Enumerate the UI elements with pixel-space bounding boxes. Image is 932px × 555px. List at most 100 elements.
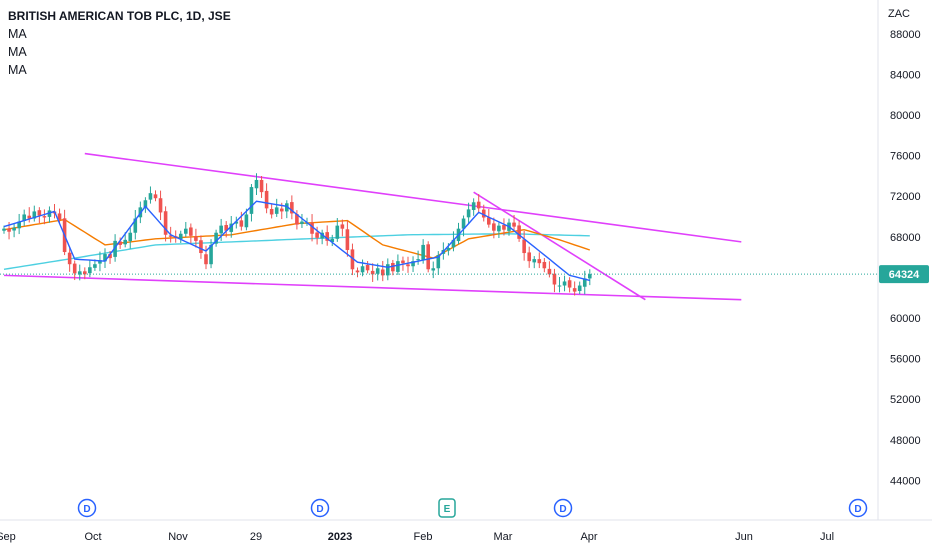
x-tick-label: 29 — [250, 531, 262, 543]
earnings-marker-shape — [438, 498, 456, 518]
trendline — [84, 152, 742, 243]
candle-body — [98, 260, 102, 264]
candle-body — [330, 238, 335, 243]
candle-body — [67, 252, 72, 265]
dividend-marker[interactable]: D — [553, 498, 573, 518]
candle-body — [153, 194, 158, 199]
last-price-label: 64324 — [889, 269, 920, 281]
candle-body — [93, 264, 97, 268]
candle-body — [446, 247, 451, 251]
candle-body — [113, 240, 117, 257]
candle-body — [285, 203, 289, 212]
candle-body — [178, 233, 183, 240]
candle-body — [229, 223, 234, 232]
candle-body — [279, 208, 284, 212]
candle-body — [320, 232, 324, 239]
candle-body — [451, 239, 456, 248]
candle-body — [148, 193, 153, 200]
ma-fast-line — [3, 200, 590, 282]
candle-body — [22, 214, 26, 221]
candle-body — [476, 201, 481, 209]
candle-body — [537, 259, 542, 264]
candle-body — [360, 266, 365, 273]
x-tick-label: Mar — [494, 531, 513, 543]
candle-body — [259, 179, 264, 193]
candle-body — [209, 244, 213, 265]
dividend-marker-shape — [77, 498, 97, 518]
candle-body — [274, 207, 279, 214]
candle-body — [2, 228, 6, 231]
candle-body — [562, 281, 567, 286]
ma-indicator-label[interactable]: MA — [8, 63, 27, 77]
candle-body — [406, 264, 410, 267]
candle-body — [204, 254, 208, 265]
y-tick-label: 76000 — [890, 151, 921, 163]
candle-body — [88, 267, 92, 274]
dividend-marker[interactable]: D — [848, 498, 868, 518]
x-tick-label: Jun — [735, 531, 753, 543]
candle-body — [522, 239, 526, 254]
candle-body — [542, 261, 547, 269]
chart-legend: BRITISH AMERICAN TOB PLC, 1D, JSE MA MA … — [8, 7, 231, 79]
candle-body — [77, 271, 82, 275]
candle-body — [47, 210, 52, 217]
candle-body — [184, 228, 188, 234]
y-tick-label: 84000 — [890, 69, 921, 81]
candle-body — [12, 227, 16, 231]
candle-body — [295, 214, 299, 225]
candle-body — [27, 215, 32, 219]
candle-body — [37, 210, 42, 216]
candle-body — [557, 285, 562, 287]
candle-body — [386, 264, 390, 276]
candle-body — [350, 249, 355, 270]
dividend-marker-label: D — [559, 504, 566, 515]
dividend-marker[interactable]: D — [77, 498, 97, 518]
candle-body — [249, 187, 254, 214]
ma-indicator-label[interactable]: MA — [8, 45, 27, 59]
dividend-marker-label: D — [854, 504, 861, 515]
candle-body — [214, 232, 218, 244]
y-tick-label: 68000 — [890, 232, 921, 244]
candle-body — [219, 225, 223, 234]
candle-body — [461, 218, 466, 229]
candle-body — [264, 190, 269, 209]
dividend-marker[interactable]: D — [310, 498, 330, 518]
candle-body — [466, 209, 471, 218]
candle-body — [567, 280, 572, 288]
candle-body — [340, 224, 345, 229]
earnings-marker-label: E — [444, 504, 451, 515]
candle-body — [118, 241, 122, 245]
y-tick-label: 88000 — [890, 29, 921, 41]
symbol-title[interactable]: BRITISH AMERICAN TOB PLC, 1D, JSE — [8, 9, 231, 23]
candle-body — [375, 268, 380, 274]
candle-body — [315, 232, 319, 238]
y-tick-label: 60000 — [890, 313, 921, 325]
candle-body — [108, 254, 112, 259]
x-tick-label: Oct — [84, 531, 101, 543]
y-tick-label: 56000 — [890, 354, 921, 366]
candle-body — [416, 259, 420, 261]
candle-body — [365, 265, 370, 271]
candle-body — [492, 223, 496, 231]
candle-body — [502, 225, 506, 230]
ma-indicator-label[interactable]: MA — [8, 27, 27, 41]
candle-body — [527, 252, 531, 262]
candle-body — [426, 244, 430, 270]
candle-body — [290, 202, 294, 214]
earnings-marker[interactable]: E — [438, 498, 456, 518]
candle-body — [345, 229, 350, 250]
x-tick-label: Feb — [414, 531, 433, 543]
candle-body — [32, 211, 37, 219]
candle-body — [158, 198, 163, 213]
dividend-marker-shape — [848, 498, 868, 518]
y-tick-label: 52000 — [890, 394, 921, 406]
candle-body — [512, 222, 516, 227]
x-tick-label: Sep — [0, 531, 16, 543]
candle-body — [396, 261, 400, 272]
y-tick-label: 80000 — [890, 110, 921, 122]
candle-body — [421, 244, 425, 260]
candle-body — [163, 211, 168, 235]
candle-body — [239, 220, 244, 227]
